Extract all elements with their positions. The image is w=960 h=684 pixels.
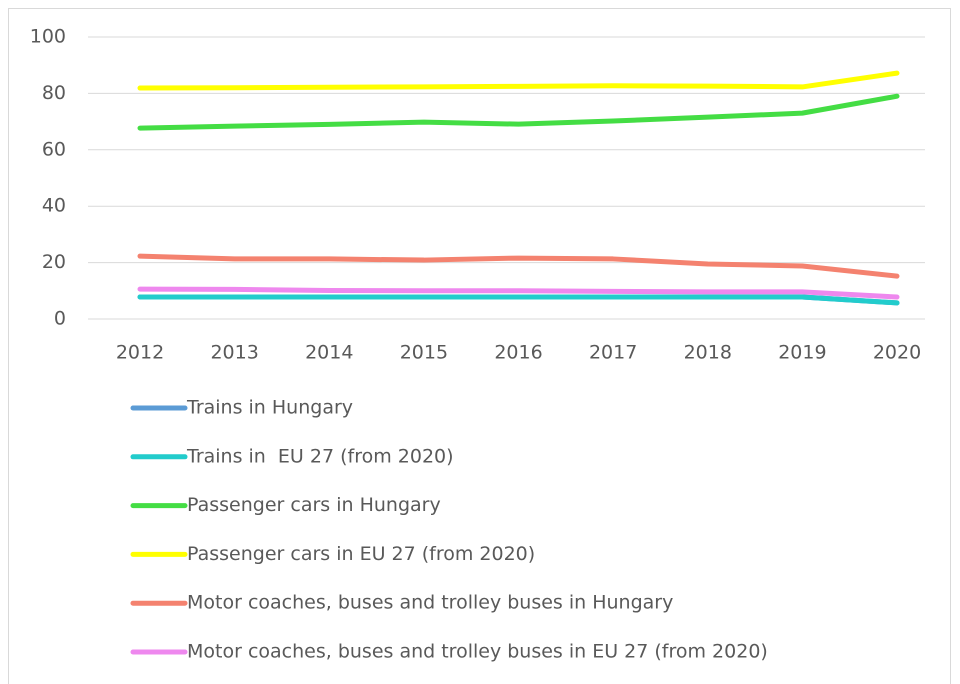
y-tick-label: 40 <box>42 195 66 217</box>
x-tick-label: 2012 <box>116 342 164 364</box>
legend-label: Trains in EU 27 (from 2020) <box>186 445 454 467</box>
x-tick-label: 2020 <box>873 342 921 364</box>
legend-label: Motor coaches, buses and trolley buses i… <box>187 641 768 663</box>
x-tick-label: 2014 <box>305 342 353 364</box>
y-tick-label: 80 <box>42 82 66 104</box>
x-tick-label: 2017 <box>589 342 637 364</box>
x-tick-label: 2015 <box>400 342 448 364</box>
x-tick-label: 2019 <box>778 342 826 364</box>
chart-border <box>8 8 951 684</box>
series-line <box>137 93 900 131</box>
y-tick-label: 60 <box>42 138 66 160</box>
legend-label: Motor coaches, buses and trolley buses i… <box>187 592 673 614</box>
series-line <box>137 286 900 300</box>
x-tick-label: 2018 <box>684 342 732 364</box>
series-line <box>137 294 900 306</box>
y-tick-label: 20 <box>42 251 66 273</box>
series-line <box>137 253 900 279</box>
legend-label: Trains in Hungary <box>186 397 353 419</box>
y-tick-label: 0 <box>54 308 66 330</box>
x-tick-label: 2016 <box>494 342 542 364</box>
series-line <box>137 70 900 91</box>
legend-label: Passenger cars in Hungary <box>187 494 441 516</box>
y-tick-label: 100 <box>30 26 66 48</box>
legend-label: Passenger cars in EU 27 (from 2020) <box>187 543 535 565</box>
x-tick-label: 2013 <box>210 342 258 364</box>
